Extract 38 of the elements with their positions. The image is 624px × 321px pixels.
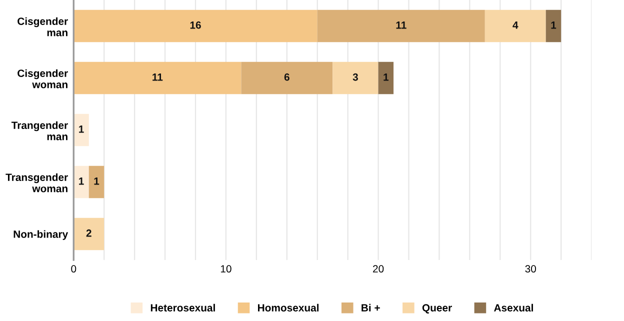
legend-label: Bi + (362, 304, 380, 312)
y-tick-label: Non-binary (14, 230, 68, 240)
bar (74, 218, 104, 250)
data-label: 6 (284, 73, 290, 81)
bar (378, 62, 394, 94)
y-tick-label: Cisgender man (18, 17, 68, 36)
bar (484, 10, 546, 42)
data-label: 1 (384, 74, 389, 81)
bar (332, 62, 378, 94)
bar (88, 166, 104, 198)
data-label: 16 (190, 21, 201, 29)
bar (317, 10, 485, 42)
bar (241, 62, 333, 94)
data-label: 11 (152, 74, 163, 81)
bar (74, 114, 89, 146)
legend-label: Homosexual (258, 304, 319, 312)
data-label: 11 (396, 22, 406, 29)
x-tick-label: 30 (525, 265, 536, 273)
data-label: 1 (551, 22, 556, 29)
data-label: 1 (79, 178, 84, 185)
y-tick-label: Transgender woman (6, 173, 68, 192)
legend-label: Queer (422, 304, 452, 314)
bar (74, 10, 318, 42)
bar (546, 10, 562, 42)
legend-label: Heterosexual (150, 304, 215, 312)
x-tick-label: 10 (220, 265, 232, 273)
y-tick-label: Cisgender woman (18, 69, 68, 88)
data-label: 3 (352, 73, 358, 81)
x-tick-label: 0 (71, 265, 76, 273)
legend-label: Asexual (494, 304, 533, 312)
bar (74, 166, 89, 198)
data-label: 1 (94, 178, 100, 185)
data-label: 4 (512, 22, 518, 29)
data-label: 2 (86, 229, 92, 237)
y-tick-label: Trangender man (11, 121, 68, 140)
bar (74, 62, 242, 94)
x-tick-label: 20 (373, 265, 384, 273)
data-label: 1 (79, 126, 84, 133)
